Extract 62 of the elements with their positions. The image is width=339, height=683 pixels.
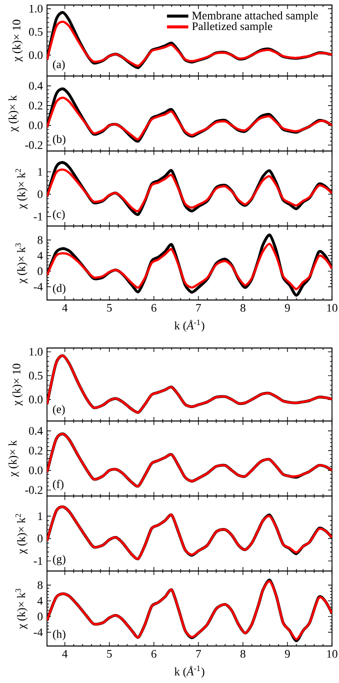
y-tick-label: 0.5 [29,28,43,36]
y-tick-label: 0 [38,190,43,198]
y-axis-title: χ (k)× k [8,95,19,132]
x-tick-label: 9 [284,304,290,312]
y-axis-title: χ (k)× k$^{2}$ [15,514,28,554]
y-tick-label: -4 [34,282,43,291]
y-tick-label: -4 [34,628,43,636]
x-tick-label: 8 [240,304,246,312]
y-tick-label: 0.5 [29,372,43,380]
y-axis-title: χ (k)× k [8,440,19,477]
y-tick-label: 0.2 [29,102,42,110]
y-tick-label: 1.0 [30,348,43,356]
x-tick-label: 4 [62,650,68,658]
x-tick-label: 5 [107,304,112,312]
x-tick-label: 10 [327,650,338,658]
y-tick-label: 0.2 [29,446,42,454]
y-tick-label: 0.4 [29,426,43,435]
y-tick-label: 0.4 [29,82,43,90]
x-axis-title: k (Å$^{-1}$) [174,666,204,678]
y-tick-label: 0 [38,534,43,542]
y-tick-label: 4 [37,597,43,605]
annotation: (f) [52,480,64,490]
y-tick-label: 0.0 [29,51,43,60]
y-axis-title: χ (k)× 10 [12,364,23,406]
annotation: (a) [52,60,65,71]
x-tick-label: 7 [196,650,201,658]
y-tick-label: 8 [38,581,43,590]
annotation: (g) [52,554,66,566]
y-tick-label: -1 [34,557,42,565]
y-tick-label: 1.0 [30,4,43,13]
y-tick-label: 1 [38,512,42,520]
y-tick-label: 0.0 [29,396,43,404]
y-axis-title: χ (k)× 10 [12,20,23,62]
x-tick-label: 5 [107,650,112,658]
x-tick-label: 4 [62,304,68,312]
y-tick-label: 0 [38,612,43,620]
y-axis-title: χ (k)× k$^{2}$ [15,168,28,210]
y-tick-label: 1 [38,168,42,176]
y-tick-label: 4 [37,252,43,260]
y-tick-label: -0.2 [25,486,42,494]
x-tick-label: 6 [151,304,156,312]
x-tick-label: 9 [284,650,290,658]
y-axis-title: χ (k)× k$^{3}$ [15,588,28,630]
y-tick-label: 0.0 [29,121,43,130]
annotation: (c) [52,210,65,220]
y-tick-label: 8 [38,236,43,244]
annotation: (h) [52,630,66,640]
x-axis-title: k (Å$^{-1}$) [174,320,204,332]
x-tick-label: 6 [151,650,156,658]
x-tick-label: 8 [240,650,246,658]
annotation: (e) [52,404,65,416]
y-axis-title: χ (k)× k$^{3}$ [15,243,28,284]
legend-label: Palletized sample [192,22,272,32]
y-tick-label: 0.0 [29,466,43,474]
annotation: (b) [52,134,66,146]
x-tick-label: 7 [196,304,201,312]
y-tick-label: -0.2 [25,141,42,149]
annotation: (d) [52,284,66,294]
y-tick-label: 0 [38,267,43,276]
legend-label: Membrane attached sample [192,11,318,22]
y-tick-label: -1 [34,212,42,220]
x-tick-label: 10 [327,304,338,312]
